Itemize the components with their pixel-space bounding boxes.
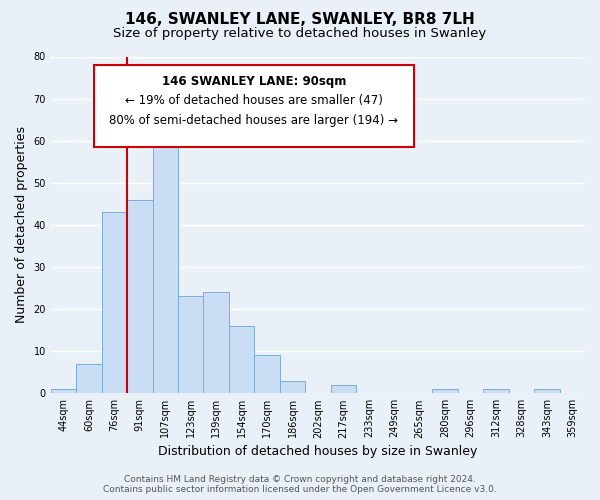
Bar [280, 380, 305, 394]
Text: 146 SWANLEY LANE: 90sqm: 146 SWANLEY LANE: 90sqm [161, 75, 346, 88]
Bar [433, 389, 458, 394]
Text: 80% of semi-detached houses are larger (194) →: 80% of semi-detached houses are larger (… [109, 114, 398, 127]
Bar [152, 120, 178, 394]
Text: 146, SWANLEY LANE, SWANLEY, BR8 7LH: 146, SWANLEY LANE, SWANLEY, BR8 7LH [125, 12, 475, 28]
Bar [51, 389, 76, 394]
Text: ← 19% of detached houses are smaller (47): ← 19% of detached houses are smaller (47… [125, 94, 383, 106]
FancyBboxPatch shape [94, 65, 414, 148]
Bar [127, 200, 152, 394]
Bar [229, 326, 254, 394]
X-axis label: Distribution of detached houses by size in Swanley: Distribution of detached houses by size … [158, 444, 478, 458]
Bar [178, 296, 203, 394]
Bar [203, 292, 229, 394]
Text: Contains HM Land Registry data © Crown copyright and database right 2024.
Contai: Contains HM Land Registry data © Crown c… [103, 474, 497, 494]
Bar [101, 212, 127, 394]
Bar [534, 389, 560, 394]
Bar [331, 385, 356, 394]
Bar [254, 356, 280, 394]
Y-axis label: Number of detached properties: Number of detached properties [15, 126, 28, 324]
Text: Size of property relative to detached houses in Swanley: Size of property relative to detached ho… [113, 28, 487, 40]
Bar [483, 389, 509, 394]
Bar [76, 364, 101, 394]
